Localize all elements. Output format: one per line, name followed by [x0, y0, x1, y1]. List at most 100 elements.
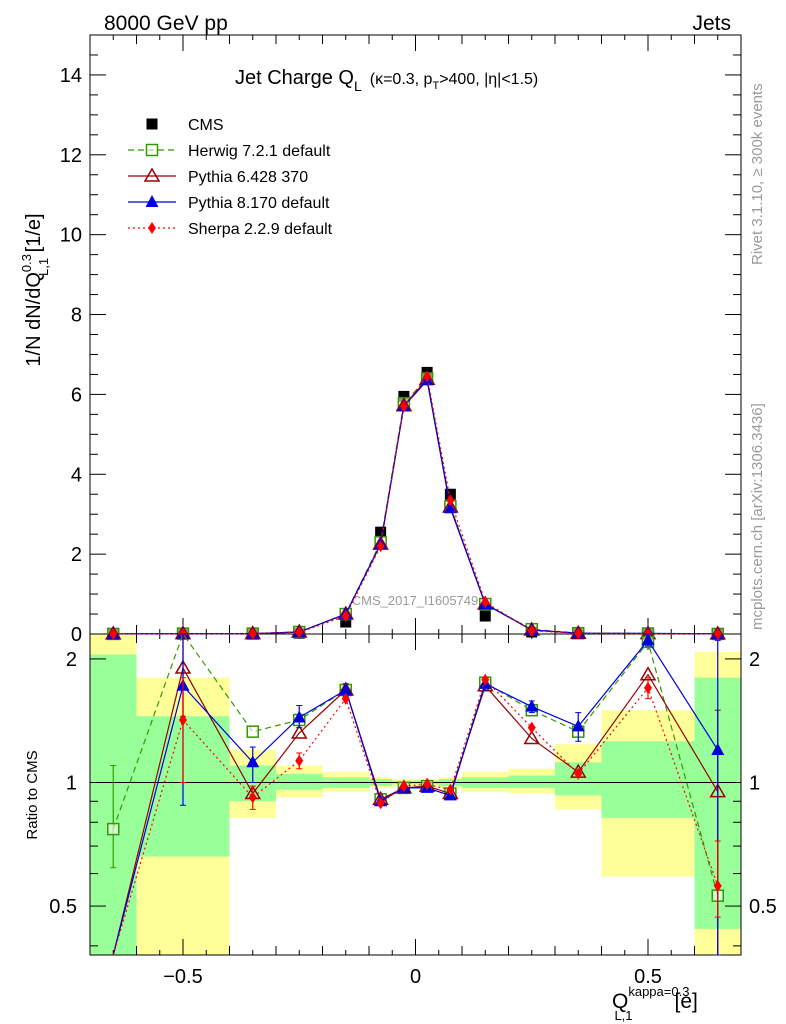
y-tick-label-ratio-right: 2	[749, 649, 760, 671]
legend-marker	[143, 167, 161, 182]
legend-marker	[146, 118, 158, 130]
y-tick-label-main: 8	[71, 305, 82, 327]
plot-title-cuts-rest: >400, |η|<1.5)	[439, 71, 538, 88]
ratio-data-point	[481, 673, 490, 686]
ratio-data-point	[341, 692, 350, 705]
y-tick-label-ratio: 2	[66, 649, 77, 671]
main-data-point	[446, 494, 455, 507]
plot-title-main: Jet Charge Q	[235, 67, 354, 89]
x-axis-label-sup: kappa=0.3	[628, 984, 689, 999]
legend-marker	[148, 222, 156, 234]
main-series-line	[113, 377, 718, 635]
ratio-data-point	[525, 699, 539, 712]
ratio-data-point	[376, 797, 385, 810]
legend: CMS Herwig 7.2.1 default Pythia 6.428 370 P…	[128, 117, 333, 238]
ratio-series-group	[107, 632, 727, 956]
legend-label: Pythia 6.428 370	[188, 169, 308, 186]
legend-label: CMS	[188, 117, 224, 134]
y-tick-label-main: 2	[71, 544, 82, 566]
y-tick-label-main: 4	[71, 464, 82, 486]
main-data-point	[375, 526, 387, 538]
ratio-data-point	[246, 725, 259, 738]
main-data-point	[443, 501, 457, 514]
main-data-point	[481, 596, 490, 609]
ratio-data-point	[644, 681, 652, 694]
y-tick-label-ratio: 0.5	[49, 896, 77, 918]
ratio-data-point	[713, 879, 722, 892]
ratio-data-point	[574, 767, 583, 780]
band-1sigma	[508, 775, 555, 788]
x-tick-label: −0.5	[163, 966, 202, 988]
y-tick-label-main: 12	[60, 145, 82, 167]
x-axis-label: Qkappa=0.3 L,1 [e]	[612, 984, 698, 1023]
main-data-point	[574, 627, 583, 640]
y-axis-label-main: 1/N dN/dQ0.3 L,1 [1/e]	[19, 213, 51, 366]
main-data-point	[423, 370, 432, 383]
x-tick-label: 0	[410, 966, 421, 988]
y-tick-label-ratio: 1	[66, 772, 77, 794]
ratio-data-point	[527, 721, 536, 734]
main-data-point	[109, 627, 118, 640]
y-axis-label-main-unit: [1/e]	[23, 213, 45, 257]
legend-marker	[145, 143, 159, 157]
ratio-data-point	[399, 780, 408, 793]
main-data-point	[341, 610, 350, 623]
plot-title: Jet Charge QL (κ=0.3, pT>400, |η|<1.5)	[235, 67, 538, 94]
legend-label: Herwig 7.2.1 default	[188, 143, 331, 160]
plot-title-cuts-sub: T	[432, 80, 439, 92]
header-jets-label: Jets	[692, 12, 731, 35]
main-data-point	[479, 610, 491, 622]
main-data-point	[399, 400, 408, 413]
legend-label: Sherpa 2.2.9 default	[188, 221, 333, 238]
x-axis-label-unit: [e]	[675, 990, 698, 1013]
y-tick-label-ratio-right: 1	[749, 772, 760, 794]
ratio-data-point	[571, 719, 585, 732]
band-1sigma	[276, 773, 323, 790]
legend-marker	[145, 195, 159, 207]
ratio-data-point	[641, 633, 655, 646]
band-1sigma	[601, 741, 695, 818]
y-axis-label-ratio: Ratio to CMS	[24, 750, 41, 839]
ratio-series-line	[112, 639, 719, 956]
header-energy-label: 8000 GeV pp	[104, 12, 228, 35]
analysis-watermark: CMS_2017_I1605749	[352, 593, 479, 608]
main-data-point	[713, 627, 722, 640]
ratio-data-point	[290, 724, 308, 739]
y-axis-label-main-pre: 1/N dN/dQ	[23, 272, 45, 366]
legend-label: Pythia 8.170 default	[188, 195, 330, 212]
main-data-point	[376, 540, 385, 553]
main-data-point	[248, 627, 257, 640]
ratio-data-point	[248, 791, 257, 804]
ratio-data-point	[295, 754, 304, 767]
mcplots-side-label: mcplots.cern.ch [arXiv:1306.3436]	[749, 403, 766, 630]
main-series-line	[113, 375, 718, 635]
ratio-data-point	[423, 778, 432, 791]
main-data-point	[295, 626, 304, 639]
plot-title-cuts: (κ=0.3, p	[370, 71, 433, 88]
ratio-data-point	[339, 683, 353, 696]
ratio-data-point	[523, 729, 541, 745]
x-axis-label-main: Q	[612, 990, 628, 1013]
y-tick-label-main: 6	[71, 384, 82, 406]
ratio-data-point	[107, 822, 120, 836]
y-tick-label-main: 0	[71, 624, 82, 646]
ratio-data-point	[446, 783, 455, 796]
y-axis-label-main-sub: L,1	[36, 258, 51, 276]
ratio-series-line	[112, 678, 719, 956]
x-tick-label: 0.5	[634, 966, 662, 988]
main-data-point	[527, 624, 536, 637]
ratio-data-point	[246, 755, 260, 768]
plot-title-sub: L	[354, 78, 362, 94]
ratio-data-point	[179, 713, 187, 726]
ratio-data-point	[711, 742, 725, 755]
y-tick-label-main: 14	[60, 65, 82, 87]
y-tick-label-ratio-right: 0.5	[749, 896, 777, 918]
y-tick-label-main: 10	[60, 225, 82, 247]
ratio-data-point	[292, 710, 306, 723]
y-axis-label-main-sup: 0.3	[19, 254, 34, 272]
main-data-point	[398, 390, 410, 402]
ratio-series-line	[112, 666, 719, 956]
rivet-side-label: Rivet 3.1.10, ≥ 300k events	[749, 83, 766, 265]
x-axis-label-sub: L,1	[614, 1008, 632, 1023]
